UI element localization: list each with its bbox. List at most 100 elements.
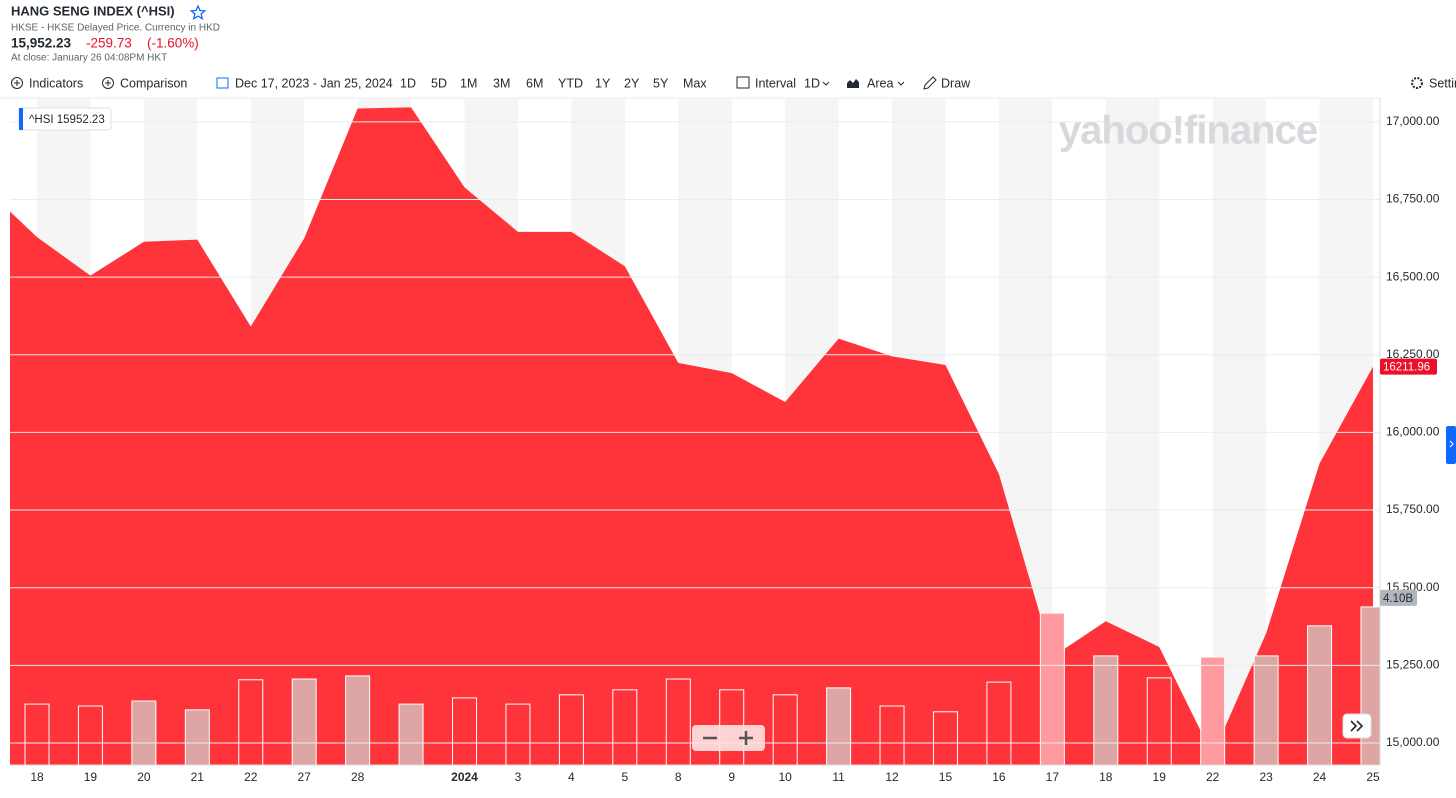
range-button[interactable]: 5D <box>431 76 447 90</box>
range-button[interactable]: 2Y <box>624 76 640 90</box>
volume-bar <box>238 679 264 765</box>
settings-icon <box>1411 77 1423 89</box>
x-tick-label: 19 <box>84 770 98 784</box>
settings-button[interactable]: Settings <box>1429 76 1456 90</box>
x-tick-label: 11 <box>832 770 845 784</box>
volume-bar <box>612 689 638 765</box>
volume-bar <box>1360 606 1380 765</box>
volume-bar <box>1307 625 1333 765</box>
x-tick-label: 25 <box>1366 770 1380 784</box>
watermark: yahoo!finance <box>1059 109 1317 153</box>
x-tick-label: 21 <box>191 770 205 784</box>
x-tick-label: 8 <box>675 770 682 784</box>
price-change-pct: (-1.60%) <box>147 36 199 51</box>
volume-bar <box>24 703 50 765</box>
x-tick-label: 16 <box>992 770 1006 784</box>
x-tick-label: 22 <box>1206 770 1220 784</box>
volume-bar <box>1093 655 1119 765</box>
volume-bar <box>1146 677 1172 765</box>
draw-button[interactable]: Draw <box>941 76 971 90</box>
volume-bar <box>398 703 424 765</box>
range-button[interactable]: YTD <box>558 76 583 90</box>
x-tick-label: 18 <box>30 770 44 784</box>
draw-icon <box>923 76 937 90</box>
volume-bar <box>505 703 531 765</box>
volume-bar <box>558 694 584 765</box>
legend-label: ^HSI 15952.23 <box>29 114 105 126</box>
last-volume-label: 4.10B <box>1383 593 1413 605</box>
range-button[interactable]: 1Y <box>595 76 611 90</box>
area-icon <box>847 79 859 88</box>
y-tick-label: 17,000.00 <box>1386 114 1440 128</box>
x-tick-label: 9 <box>728 770 735 784</box>
zoom-in[interactable] <box>739 731 753 745</box>
interval-value[interactable]: 1D <box>804 76 820 90</box>
volume-bar <box>1039 612 1065 765</box>
chevron <box>897 81 905 86</box>
chart-type-button[interactable]: Area <box>867 76 893 90</box>
price-change: -259.73 <box>86 36 132 51</box>
range-button[interactable]: 1D <box>400 76 416 90</box>
side-panel-toggle[interactable] <box>1446 426 1456 464</box>
chart: 15,000.0015,250.0015,500.0015,750.0016,0… <box>10 98 1440 784</box>
volume-bar <box>879 705 905 765</box>
volume-bar <box>772 694 798 765</box>
scroll-latest-icon <box>1350 720 1364 732</box>
x-tick-label: 2024 <box>451 770 478 784</box>
volume-bar <box>986 681 1012 765</box>
date-range-button[interactable]: Dec 17, 2023 - Jan 25, 2024 <box>235 76 393 90</box>
toolbar: Indicators Comparison Dec 17, 2023 - Jan… <box>11 76 1456 90</box>
price-area <box>10 107 1373 765</box>
volume-bar <box>131 700 157 765</box>
x-tick-label: 4 <box>568 770 575 784</box>
y-tick-label: 16,250.00 <box>1386 347 1440 361</box>
indicators-button[interactable]: Indicators <box>29 76 83 90</box>
comparison-button[interactable]: Comparison <box>120 76 187 90</box>
y-tick-label: 15,000.00 <box>1386 735 1440 749</box>
volume-bar <box>1253 655 1279 765</box>
x-tick-label: 3 <box>515 770 522 784</box>
side-panel-arrow <box>1449 440 1454 448</box>
y-tick-label: 15,250.00 <box>1386 657 1440 671</box>
interval-label[interactable]: Interval <box>755 76 796 90</box>
x-tick-label: 19 <box>1153 770 1167 784</box>
range-button[interactable]: 3M <box>493 76 510 90</box>
quote-subtitle: HKSE - HKSE Delayed Price. Currency in H… <box>11 23 220 34</box>
x-tick-label: 22 <box>244 770 258 784</box>
close-note: At close: January 26 04:08PM HKT <box>11 53 167 64</box>
legend-swatch <box>19 108 23 130</box>
x-tick-label: 10 <box>778 770 792 784</box>
range-button[interactable]: 6M <box>526 76 543 90</box>
x-tick-label: 27 <box>298 770 312 784</box>
volume-bar <box>77 705 103 765</box>
y-tick-label: 16,000.00 <box>1386 425 1440 439</box>
range-button[interactable]: Max <box>683 76 707 90</box>
last-price-tag <box>1380 358 1437 375</box>
x-tick-label: 15 <box>939 770 953 784</box>
chevron <box>822 81 830 86</box>
x-tick-label: 5 <box>621 770 628 784</box>
indicators-icon <box>11 77 23 89</box>
last-volume-tag <box>1380 589 1417 606</box>
volume-bar <box>826 687 852 765</box>
comparison-icon-plus <box>105 80 111 86</box>
x-tick-label: 12 <box>885 770 899 784</box>
volume-bar <box>345 675 371 765</box>
volume-bar <box>184 709 210 765</box>
x-tick-label: 24 <box>1313 770 1327 784</box>
interval-icon <box>736 76 750 89</box>
x-tick-label: 18 <box>1099 770 1113 784</box>
price: 15,952.23 <box>11 36 72 51</box>
volume-bar <box>291 678 317 765</box>
x-tick-label: 28 <box>351 770 365 784</box>
zoom-controls[interactable] <box>692 725 765 751</box>
y-tick-label: 16,500.00 <box>1386 269 1440 283</box>
range-button[interactable]: 1M <box>460 76 477 90</box>
last-price-label: 16211.96 <box>1383 362 1430 374</box>
range-button[interactable]: 5Y <box>653 76 669 90</box>
volume-bar <box>1200 656 1226 765</box>
watchlist-star[interactable] <box>189 4 207 21</box>
quote-title: HANG SENG INDEX (^HSI) <box>11 3 175 18</box>
x-tick-label: 23 <box>1259 770 1273 784</box>
x-tick-label: 20 <box>137 770 151 784</box>
